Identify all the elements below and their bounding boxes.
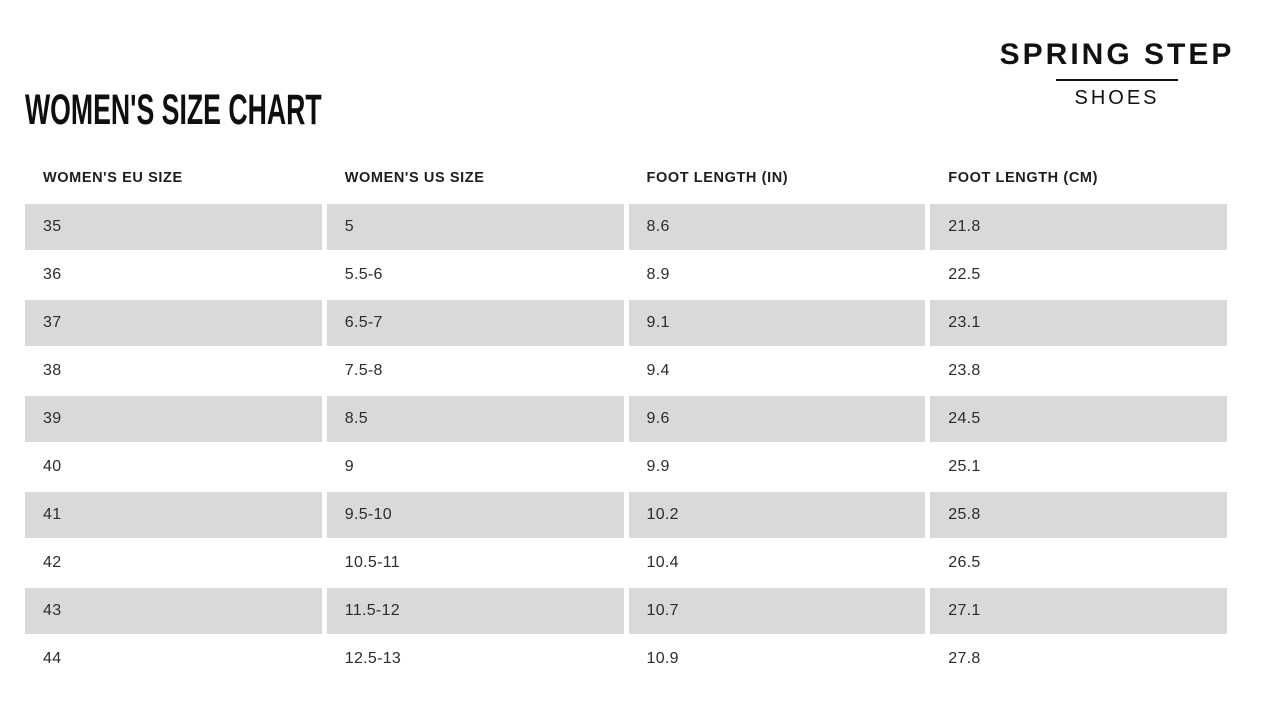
table-row: 42 10.5-11 10.4 26.5 [25,539,1227,587]
table-cell: 26.5 [948,554,981,571]
table-cell: 43 [25,588,322,634]
table-cell: 12.5-13 [344,650,402,667]
brand-logo: SPRING STEP SHOES [992,38,1242,110]
table-cell: 37 [25,300,322,346]
table-cell: 8.5 [326,396,624,442]
column-header-eu-size: WOMEN'S EU SIZE [43,170,183,186]
table-cell: 25.1 [948,458,981,475]
table-cell: 23.8 [948,362,981,379]
table-cell: 44 [43,650,62,667]
table-cell: 10.2 [628,492,926,538]
table-cell: 9.6 [628,396,926,442]
table-cell: 5.5-6 [344,266,383,283]
table-row: 36 5.5-6 8.9 22.5 [25,251,1227,299]
table-cell: 5 [326,204,624,250]
table-cell: 7.5-8 [344,362,383,379]
table-cell: 9.9 [646,458,670,475]
page-title: WOMEN'S SIZE CHART [25,86,322,134]
table-body: 35 5 8.6 21.8 36 5.5-6 8.9 22.5 37 6.5-7 9.1 23.1 38… [25,203,1227,683]
table-cell: 24.5 [930,396,1227,442]
table-row: 37 6.5-7 9.1 23.1 [25,299,1227,347]
table-cell: 10.5-11 [344,554,400,571]
table-cell: 38 [43,362,62,379]
table-cell: 10.7 [628,588,926,634]
table-cell: 27.1 [930,588,1227,634]
table-row: 38 7.5-8 9.4 23.8 [25,347,1227,395]
table-cell: 40 [43,458,62,475]
table-cell: 25.8 [930,492,1227,538]
brand-name: SPRING STEP [999,38,1235,71]
table-cell: 11.5-12 [326,588,624,634]
table-cell: 27.8 [948,650,981,667]
table-cell: 39 [25,396,322,442]
table-cell: 9.4 [646,362,670,379]
table-row: 39 8.5 9.6 24.5 [25,395,1227,443]
table-row: 41 9.5-10 10.2 25.8 [25,491,1227,539]
table-cell: 8.6 [628,204,926,250]
table-cell: 35 [25,204,322,250]
table-cell: 9.1 [628,300,926,346]
table-row: 35 5 8.6 21.8 [25,203,1227,251]
table-cell: 9 [344,458,354,475]
table-header-row: WOMEN'S EU SIZE WOMEN'S US SIZE FOOT LEN… [25,170,1227,186]
table-cell: 41 [25,492,322,538]
brand-tagline: SHOES [1074,87,1160,109]
table-cell: 9.5-10 [326,492,624,538]
column-header-us-size: WOMEN'S US SIZE [344,170,485,186]
size-chart-table: WOMEN'S EU SIZE WOMEN'S US SIZE FOOT LEN… [25,170,1227,683]
table-cell: 21.8 [930,204,1227,250]
table-row: 43 11.5-12 10.7 27.1 [25,587,1227,635]
table-cell: 23.1 [930,300,1227,346]
table-row: 44 12.5-13 10.9 27.8 [25,635,1227,683]
table-cell: 10.9 [646,650,679,667]
table-cell: 10.4 [646,554,679,571]
table-row: 40 9 9.9 25.1 [25,443,1227,491]
brand-divider-line [1056,79,1178,81]
table-cell: 22.5 [948,266,981,283]
column-header-foot-length-in: FOOT LENGTH (IN) [646,170,789,186]
table-cell: 36 [43,266,62,283]
table-cell: 42 [43,554,62,571]
table-cell: 8.9 [646,266,670,283]
table-cell: 6.5-7 [326,300,624,346]
column-header-foot-length-cm: FOOT LENGTH (CM) [948,170,1098,186]
